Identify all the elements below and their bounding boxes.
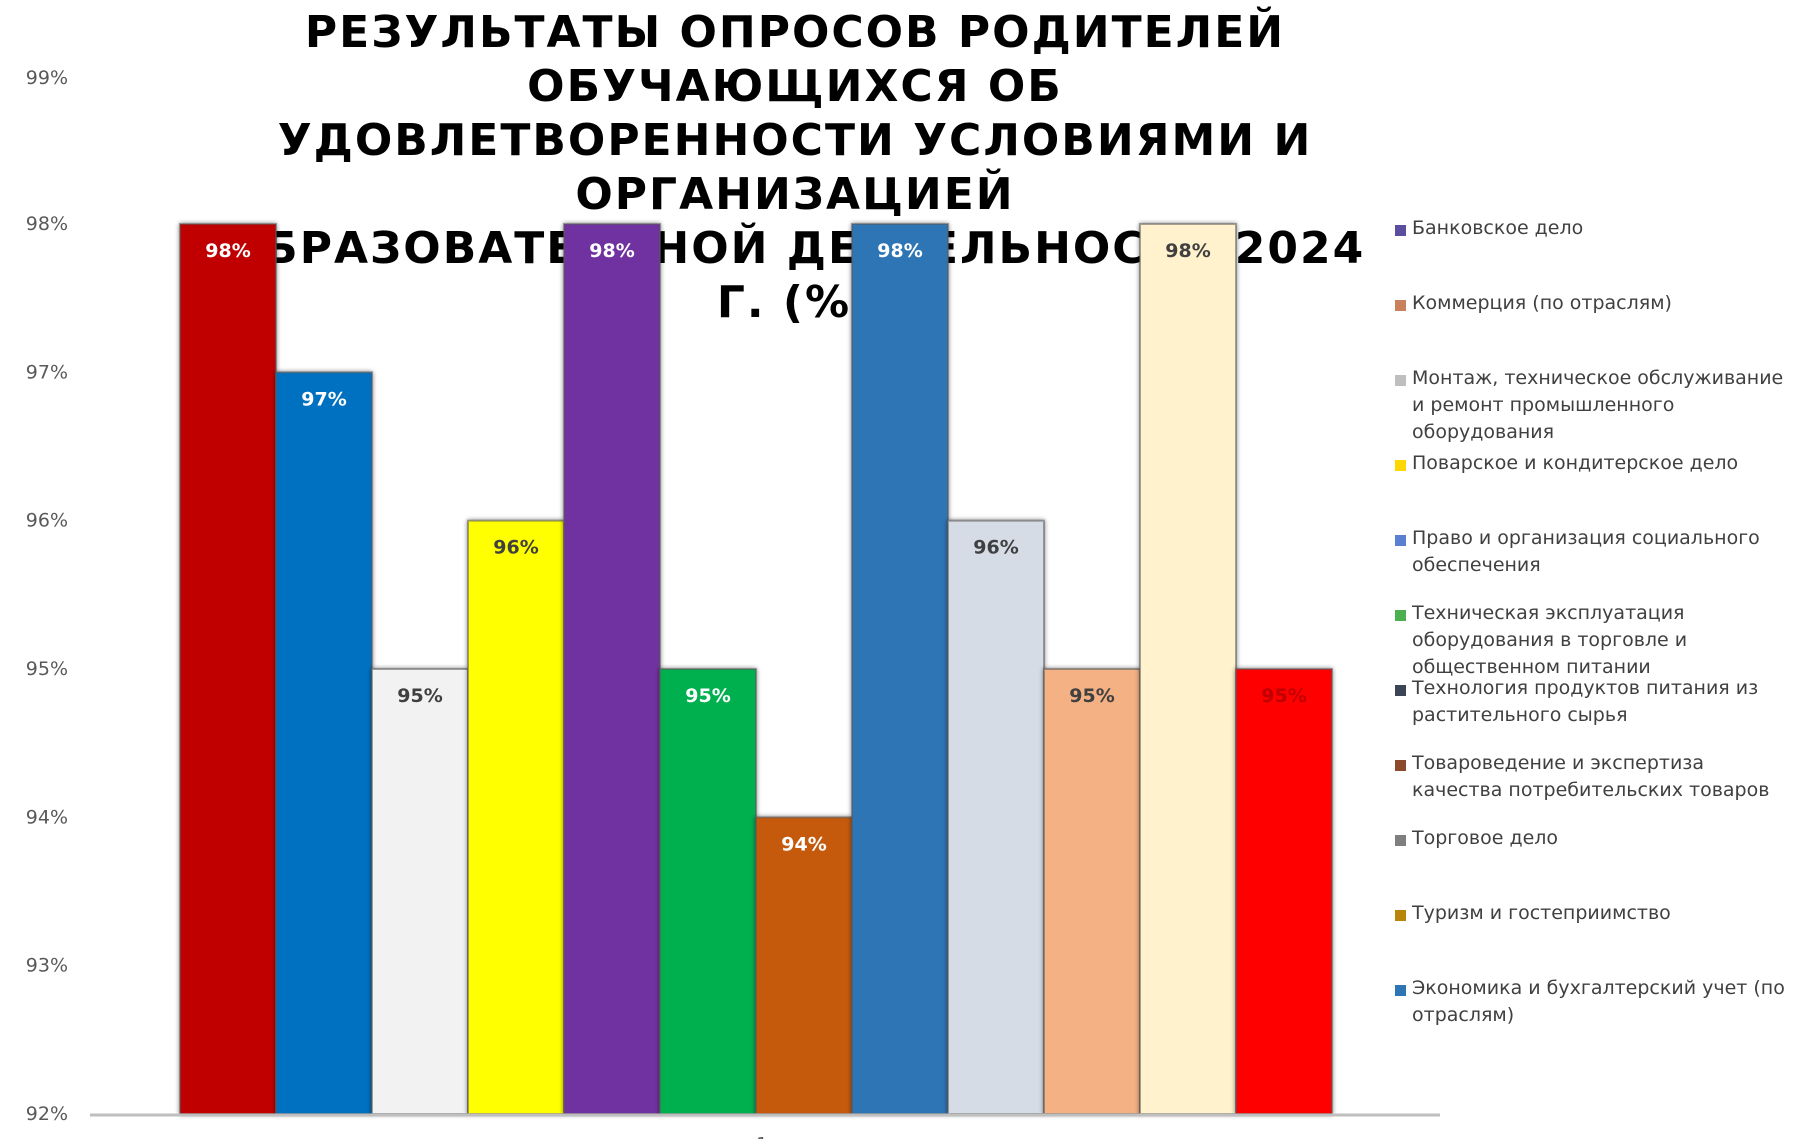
legend-swatch bbox=[1395, 610, 1406, 621]
legend-item: Техническая эксплуатация оборудования в … bbox=[1395, 600, 1790, 681]
bar-data-label: 95% bbox=[685, 685, 730, 707]
bar-data-label: 97% bbox=[301, 388, 346, 410]
bar-data-label: 96% bbox=[973, 537, 1018, 559]
legend-label: Банковское дело bbox=[1412, 217, 1584, 239]
legend-item: Право и организация социального обеспече… bbox=[1395, 525, 1790, 579]
legend-label: Туризм и гостеприимство bbox=[1412, 902, 1671, 924]
bar-data-label: 98% bbox=[1165, 240, 1210, 262]
bar bbox=[1043, 668, 1141, 1115]
bar-data-label: 98% bbox=[205, 240, 250, 262]
y-tick-label: 93% bbox=[26, 955, 68, 977]
bar-series bbox=[179, 223, 1333, 1116]
legend-item: Экономика и бухгалтерский учет (по отрас… bbox=[1395, 975, 1790, 1029]
bar-data-label: 95% bbox=[1069, 685, 1114, 707]
bar-data-label: 96% bbox=[493, 537, 538, 559]
legend-swatch bbox=[1395, 375, 1406, 386]
legend-swatch bbox=[1395, 460, 1406, 471]
bar bbox=[947, 519, 1045, 1115]
legend-label: Право и организация социального обеспече… bbox=[1412, 527, 1760, 576]
legend-item: Торговое дело bbox=[1395, 825, 1790, 852]
bar-data-label: 94% bbox=[781, 833, 826, 855]
data-labels: 98% 97% 95% 96% 98% 95% 94% 98% 96% 95% 98% 95% bbox=[205, 240, 1306, 855]
legend-swatch bbox=[1395, 835, 1406, 846]
bar-data-label: 98% bbox=[589, 240, 634, 262]
legend-swatch bbox=[1395, 985, 1406, 996]
bar-data-label: 95% bbox=[397, 685, 442, 707]
legend-swatch bbox=[1395, 225, 1406, 236]
bar bbox=[467, 519, 565, 1115]
legend-label: Техническая эксплуатация оборудования в … bbox=[1412, 602, 1688, 678]
y-tick-label: 98% bbox=[26, 213, 68, 235]
chart-title-line: РЕЗУЛЬТАТЫ ОПРОСОВ РОДИТЕЛЕЙ ОБУЧАЮЩИХСЯ… bbox=[304, 7, 1286, 112]
chart-title-line: УДОВЛЕТВОРЕННОСТИ УСЛОВИЯМИ И ОРГАНИЗАЦИ… bbox=[277, 115, 1313, 220]
legend-swatch bbox=[1395, 535, 1406, 546]
bar bbox=[851, 223, 949, 1115]
bar-data-label: 95% bbox=[1261, 685, 1306, 707]
legend-label: Монтаж, техническое обслуживание и ремон… bbox=[1412, 367, 1784, 443]
bar bbox=[1139, 223, 1237, 1115]
legend-swatch bbox=[1395, 910, 1406, 921]
legend-label: Поварское и кондитерское дело bbox=[1412, 452, 1739, 474]
bar bbox=[1235, 668, 1333, 1115]
bar bbox=[659, 668, 757, 1115]
legend-item: Туризм и гостеприимство bbox=[1395, 900, 1790, 927]
bar-data-label: 98% bbox=[877, 240, 922, 262]
legend-label: Товароведение и экспертиза качества потр… bbox=[1412, 752, 1770, 801]
legend-label: Экономика и бухгалтерский учет (по отрас… bbox=[1412, 977, 1785, 1026]
y-tick-label: 97% bbox=[26, 361, 68, 383]
legend-swatch bbox=[1395, 300, 1406, 311]
bar bbox=[755, 816, 853, 1115]
legend-item: Поварское и кондитерское дело bbox=[1395, 450, 1790, 477]
legend-item: Технология продуктов питания из растител… bbox=[1395, 675, 1790, 729]
y-tick-label: 94% bbox=[26, 806, 68, 828]
legend-item: Коммерция (по отраслям) bbox=[1395, 290, 1790, 317]
legend-swatch bbox=[1395, 760, 1406, 771]
bar bbox=[179, 223, 277, 1115]
legend-item: Банковское дело bbox=[1395, 215, 1790, 242]
legend-label: Коммерция (по отраслям) bbox=[1412, 292, 1672, 314]
x-tick-label: 1 bbox=[756, 1134, 767, 1139]
legend-item: Товароведение и экспертиза качества потр… bbox=[1395, 750, 1790, 804]
y-tick-label: 92% bbox=[26, 1103, 68, 1125]
legend-swatch bbox=[1395, 685, 1406, 696]
legend-label: Технология продуктов питания из растител… bbox=[1412, 677, 1759, 726]
y-tick-label: 99% bbox=[26, 67, 68, 89]
bar bbox=[563, 223, 661, 1115]
y-axis: 92% 93% 94% 95% 96% 97% 98% 99% bbox=[26, 67, 68, 1125]
bar bbox=[275, 371, 373, 1116]
legend-item: Монтаж, техническое обслуживание и ремон… bbox=[1395, 365, 1790, 446]
chart-title: РЕЗУЛЬТАТЫ ОПРОСОВ РОДИТЕЛЕЙ ОБУЧАЮЩИХСЯ… bbox=[220, 6, 1370, 330]
y-tick-label: 95% bbox=[26, 658, 68, 680]
bar bbox=[371, 668, 469, 1115]
y-tick-label: 96% bbox=[26, 510, 68, 532]
legend-label: Торговое дело bbox=[1412, 827, 1559, 849]
